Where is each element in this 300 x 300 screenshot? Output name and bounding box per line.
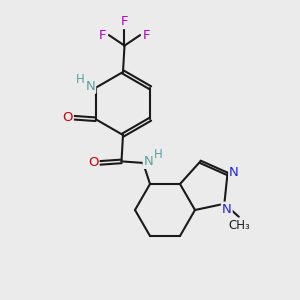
Text: N: N <box>229 166 239 179</box>
Text: O: O <box>88 156 98 170</box>
Text: H: H <box>154 148 163 161</box>
Text: N: N <box>144 155 153 168</box>
Text: CH₃: CH₃ <box>228 219 250 232</box>
Text: N: N <box>85 80 95 93</box>
Text: F: F <box>142 28 150 42</box>
Text: O: O <box>62 111 73 124</box>
Text: H: H <box>76 73 85 86</box>
Text: F: F <box>99 28 106 42</box>
Text: N: N <box>222 203 232 216</box>
Text: F: F <box>121 15 128 28</box>
